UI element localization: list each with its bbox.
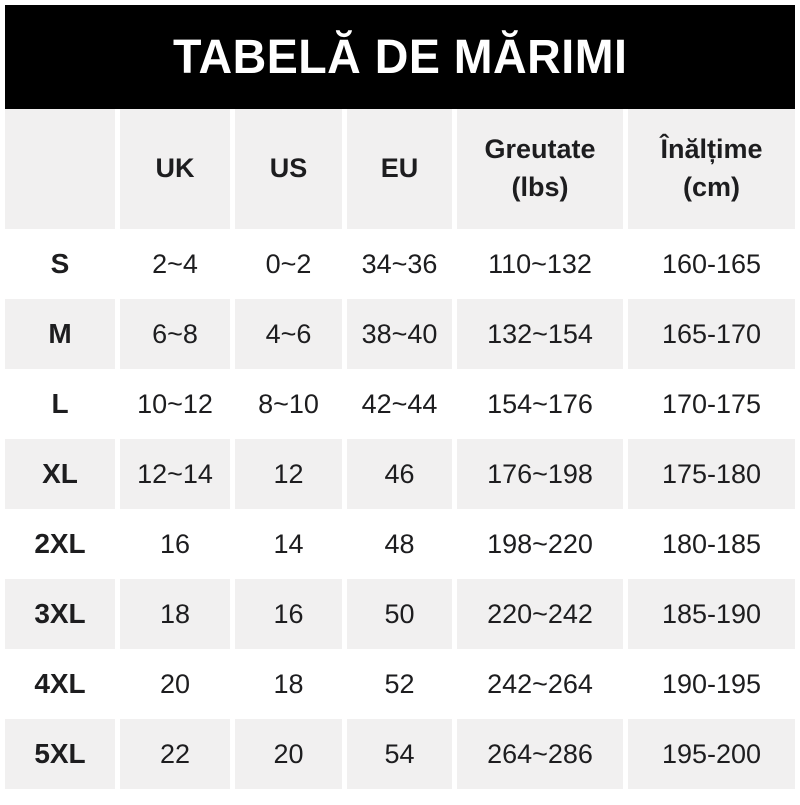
height-cell: 165-170 (628, 299, 795, 369)
size-cell: 3XL (5, 579, 115, 649)
uk-cell: 6~8 (120, 299, 230, 369)
eu-cell: 34~36 (347, 229, 452, 299)
table-row-4xl: 4XL 20 18 52 242~264 190-195 (5, 649, 795, 719)
column-header-eu: EU (347, 109, 452, 229)
uk-cell: 20 (120, 649, 230, 719)
height-cell: 190-195 (628, 649, 795, 719)
weight-cell: 110~132 (457, 229, 623, 299)
size-cell: 4XL (5, 649, 115, 719)
uk-cell: 22 (120, 719, 230, 789)
column-header-uk: UK (120, 109, 230, 229)
size-cell: M (5, 299, 115, 369)
column-header-size (5, 109, 115, 229)
height-cell: 170-175 (628, 369, 795, 439)
column-header-us: US (235, 109, 342, 229)
us-cell: 12 (235, 439, 342, 509)
table-row-2xl: 2XL 16 14 48 198~220 180-185 (5, 509, 795, 579)
height-cell: 185-190 (628, 579, 795, 649)
size-cell: 5XL (5, 719, 115, 789)
weight-cell: 220~242 (457, 579, 623, 649)
column-header-weight: Greutate (lbs) (457, 109, 623, 229)
uk-cell: 16 (120, 509, 230, 579)
weight-cell: 154~176 (457, 369, 623, 439)
height-cell: 175-180 (628, 439, 795, 509)
eu-cell: 38~40 (347, 299, 452, 369)
eu-cell: 54 (347, 719, 452, 789)
us-cell: 8~10 (235, 369, 342, 439)
table-row-5xl: 5XL 22 20 54 264~286 195-200 (5, 719, 795, 789)
table-row-s: S 2~4 0~2 34~36 110~132 160-165 (5, 229, 795, 299)
header-row: UK US EU Greutate (lbs) Înălțime (cm) (5, 109, 795, 229)
size-cell: L (5, 369, 115, 439)
page-title: TABELĂ DE MĂRIMI (172, 30, 628, 84)
table-body: S 2~4 0~2 34~36 110~132 160-165 M 6~8 4~… (5, 229, 795, 789)
uk-cell: 2~4 (120, 229, 230, 299)
table-row-l: L 10~12 8~10 42~44 154~176 170-175 (5, 369, 795, 439)
weight-cell: 242~264 (457, 649, 623, 719)
uk-cell: 10~12 (120, 369, 230, 439)
weight-cell: 198~220 (457, 509, 623, 579)
eu-cell: 46 (347, 439, 452, 509)
size-cell: S (5, 229, 115, 299)
eu-cell: 48 (347, 509, 452, 579)
weight-cell: 132~154 (457, 299, 623, 369)
eu-cell: 50 (347, 579, 452, 649)
size-cell: XL (5, 439, 115, 509)
page: { "colors": { "page_bg": "#ffffff", "ban… (0, 5, 800, 805)
table-row-m: M 6~8 4~6 38~40 132~154 165-170 (5, 299, 795, 369)
table-row-3xl: 3XL 18 16 50 220~242 185-190 (5, 579, 795, 649)
weight-cell: 176~198 (457, 439, 623, 509)
table-row-xl: XL 12~14 12 46 176~198 175-180 (5, 439, 795, 509)
size-table: UK US EU Greutate (lbs) Înălțime (cm) S … (0, 109, 800, 789)
height-cell: 195-200 (628, 719, 795, 789)
size-cell: 2XL (5, 509, 115, 579)
us-cell: 20 (235, 719, 342, 789)
us-cell: 16 (235, 579, 342, 649)
uk-cell: 18 (120, 579, 230, 649)
title-banner: TABELĂ DE MĂRIMI (5, 5, 795, 109)
us-cell: 4~6 (235, 299, 342, 369)
column-header-height: Înălțime (cm) (628, 109, 795, 229)
us-cell: 14 (235, 509, 342, 579)
table-header: UK US EU Greutate (lbs) Înălțime (cm) (5, 109, 795, 229)
uk-cell: 12~14 (120, 439, 230, 509)
eu-cell: 42~44 (347, 369, 452, 439)
height-cell: 160-165 (628, 229, 795, 299)
height-cell: 180-185 (628, 509, 795, 579)
weight-cell: 264~286 (457, 719, 623, 789)
us-cell: 18 (235, 649, 342, 719)
eu-cell: 52 (347, 649, 452, 719)
us-cell: 0~2 (235, 229, 342, 299)
